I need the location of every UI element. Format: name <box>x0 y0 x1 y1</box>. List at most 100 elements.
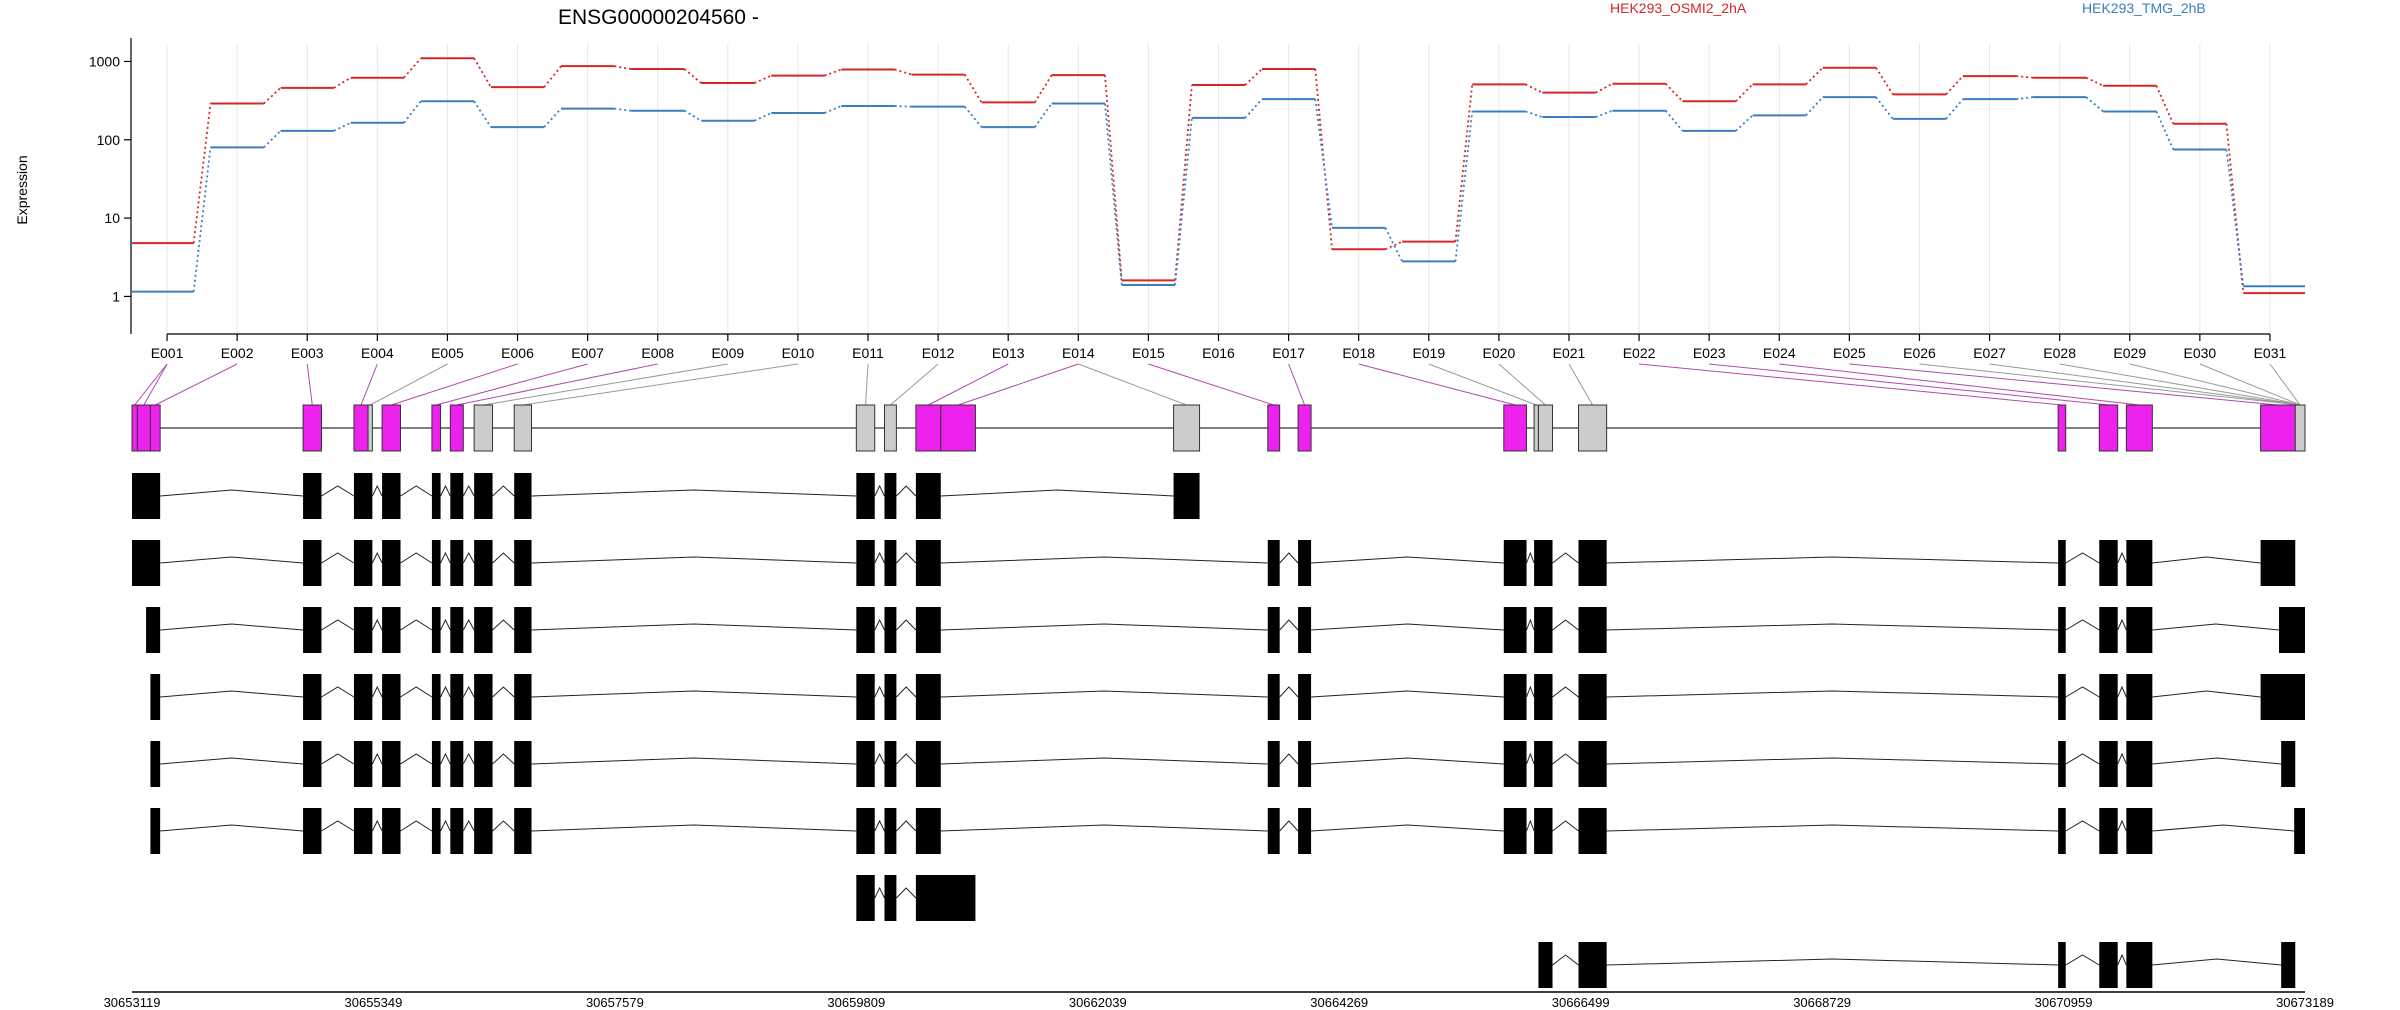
x-tick-label: E007 <box>571 345 604 361</box>
exon-label-link <box>1709 363 2109 406</box>
genomic-tick-label: 30655349 <box>345 995 403 1010</box>
transcript-exon <box>431 674 441 720</box>
transcript-exon <box>1267 741 1280 787</box>
transcript-intron <box>940 489 1174 497</box>
transcript-intron <box>160 623 304 631</box>
exon-label-links <box>134 363 2301 406</box>
x-tick-label: E011 <box>852 345 884 361</box>
transcript-exon <box>431 808 441 854</box>
exon-label-link <box>1779 363 2140 406</box>
series-connector <box>1595 109 1613 118</box>
transcript-intron <box>1552 753 1579 765</box>
transcript-intron <box>2117 618 2127 631</box>
transcript-intron <box>1311 757 1504 765</box>
series-connector <box>824 105 842 114</box>
transcript-exon <box>450 540 464 586</box>
transcript-exon <box>303 607 322 653</box>
gene-exon-bin <box>513 404 533 452</box>
exon-label-link <box>2269 363 2301 406</box>
x-tick-label: E012 <box>922 345 955 361</box>
transcript-exon <box>1298 674 1312 720</box>
genomic-tick-label: 30668729 <box>1793 995 1851 1010</box>
exon-label-link <box>1288 363 1306 406</box>
transcript-intron <box>2065 820 2100 832</box>
series-connector <box>824 68 842 77</box>
transcript-exon <box>514 808 532 854</box>
transcript-intron <box>531 757 857 765</box>
transcript-intron <box>1526 685 1535 698</box>
transcript-intron <box>2152 757 2282 765</box>
series-connector <box>754 112 772 122</box>
transcript-intron <box>440 752 451 765</box>
transcript-exon <box>1173 473 1200 519</box>
transcript-intron <box>400 686 433 698</box>
transcript-intron <box>371 752 383 765</box>
transcript-exon <box>856 875 875 921</box>
transcript-exon <box>431 540 441 586</box>
expression-axes: 1 10 100 1000 E001 E002 E003 E004 E005 E006 E007 E0… <box>89 38 2287 361</box>
transcript-exon <box>1578 808 1607 854</box>
transcript-intron <box>1279 820 1299 832</box>
y-tick-label: 1000 <box>89 53 120 69</box>
x-tick-label: E002 <box>221 345 254 361</box>
series-connector <box>2016 75 2034 79</box>
genomic-tick-label: 30666499 <box>1552 995 1610 1010</box>
exon-label-link <box>957 363 1079 406</box>
transcript-3 <box>146 607 2305 653</box>
series-connector <box>754 74 772 84</box>
transcript-exon <box>150 674 161 720</box>
series-2 <box>132 96 2305 293</box>
series-connector <box>403 100 422 124</box>
transcript-exon <box>132 473 161 519</box>
transcript-exon <box>1298 741 1312 787</box>
exon-label-link <box>1428 363 1537 406</box>
transcript-7 <box>856 875 976 921</box>
transcript-intron <box>896 485 917 497</box>
legend-series-2: HEK293_TMG_2hB <box>2082 0 2206 16</box>
transcript-intron <box>940 556 1268 564</box>
x-tick-label: E001 <box>151 345 184 361</box>
transcript-intron <box>874 685 885 698</box>
transcript-exon <box>450 741 464 787</box>
transcript-intron <box>2152 690 2261 698</box>
transcript-exon <box>1578 607 1607 653</box>
transcript-exon <box>1534 607 1553 653</box>
series-connector <box>2085 96 2104 113</box>
series-connector <box>614 65 632 70</box>
transcript-exon <box>1534 674 1553 720</box>
x-tick-label: E016 <box>1202 345 1235 361</box>
exon-label-link <box>306 363 313 406</box>
transcript-exon <box>2099 942 2118 988</box>
transcript-exon <box>474 741 493 787</box>
transcript-intron <box>874 752 885 765</box>
transcript-exon <box>1503 741 1527 787</box>
transcript-intron <box>321 485 355 497</box>
series-connector <box>192 147 212 292</box>
transcript-intron <box>160 757 304 765</box>
transcript-intron <box>1311 824 1504 832</box>
exon-label-link <box>522 363 798 406</box>
transcript-exon <box>856 741 875 787</box>
transcript-exon <box>856 540 875 586</box>
transcript-8 <box>1538 942 2296 988</box>
gene-exon-bin <box>1503 404 1528 452</box>
series-connector <box>2155 85 2175 125</box>
gene-exon-bin <box>131 404 138 452</box>
gene-exon-bin <box>149 404 161 452</box>
transcript-intron <box>2065 686 2100 698</box>
gene-exon-bin <box>883 404 897 452</box>
transcript-intron <box>160 556 304 564</box>
transcript-exon <box>474 540 493 586</box>
transcript-intron <box>531 690 857 698</box>
transcript-exon <box>1267 540 1280 586</box>
transcript-exon <box>2126 607 2153 653</box>
series-connector <box>1875 96 1894 120</box>
exon-label-link <box>143 363 168 406</box>
transcript-intron <box>2152 958 2282 966</box>
transcript-intron <box>2117 752 2127 765</box>
gene-exon-bin <box>1173 404 1201 452</box>
transcript-exon <box>474 473 493 519</box>
transcript-exon <box>474 808 493 854</box>
y-tick-label: 10 <box>104 210 120 226</box>
